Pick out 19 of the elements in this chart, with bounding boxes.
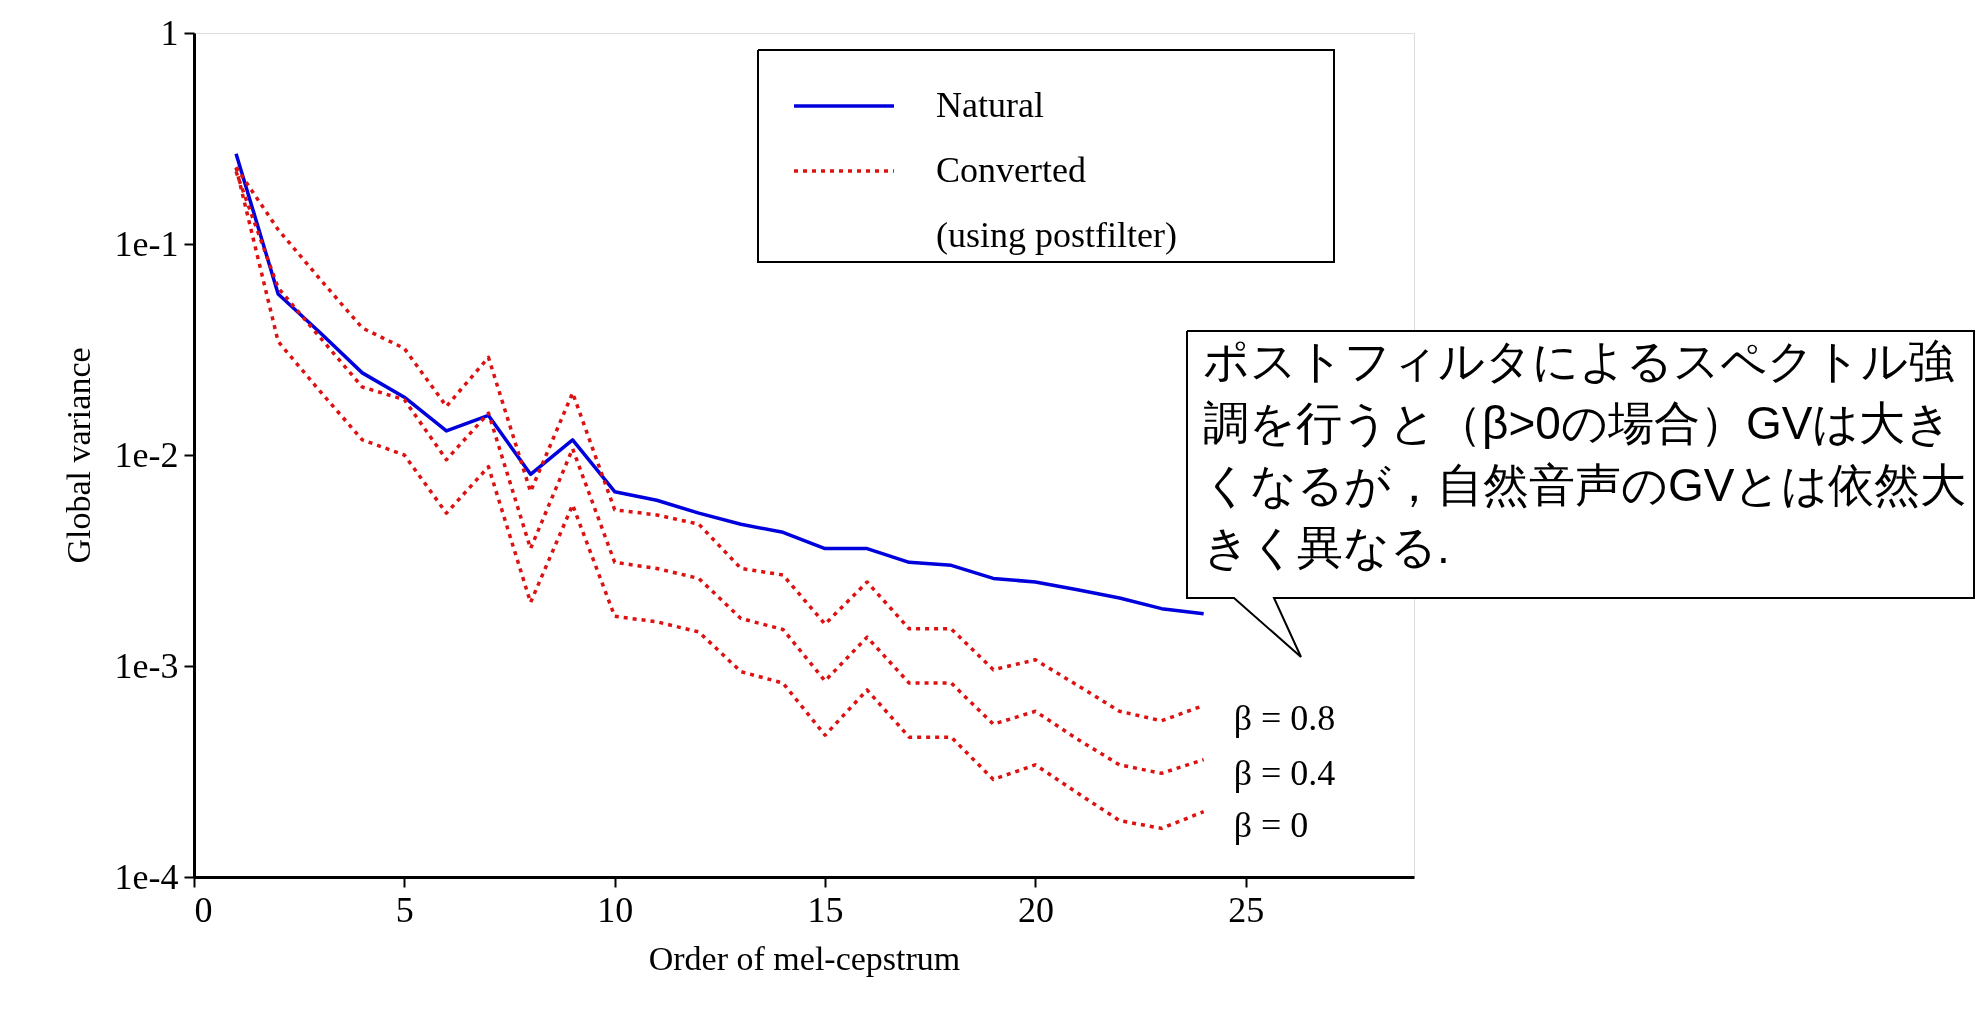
annotation: Converted (using postfilter) [936, 150, 1177, 255]
x-axis-title: Order of mel-cepstrum [648, 939, 961, 977]
series-label: β = 0.4 [1233, 752, 1336, 793]
y-axis-title: Global variance [59, 347, 97, 564]
series-label: β = 0 [1233, 804, 1309, 845]
annotation: ポストフィルタによるスペクトル強調を行うと（β>0の場合）GVは大きくなるが，自然音声のGVとは依然大きく異なる. [1203, 335, 1967, 573]
series-label: β = 0.8 [1233, 698, 1336, 739]
y-tick-label: 1 [160, 12, 179, 53]
x-tick-label: 20 [1017, 889, 1054, 930]
y-tick-label: 1e-2 [114, 434, 179, 475]
x-tick-label: 25 [1228, 889, 1265, 930]
x-tick-label: 0 [194, 889, 213, 930]
y-tick-label: 1e-4 [114, 856, 179, 897]
x-tick-label: 10 [597, 889, 634, 930]
legend-label: Natural [936, 85, 1044, 125]
y-tick-label: 1e-1 [114, 223, 179, 264]
x-tick-label: 15 [807, 889, 844, 930]
y-tick-label: 1e-3 [114, 645, 179, 686]
x-tick-label: 5 [395, 889, 414, 930]
